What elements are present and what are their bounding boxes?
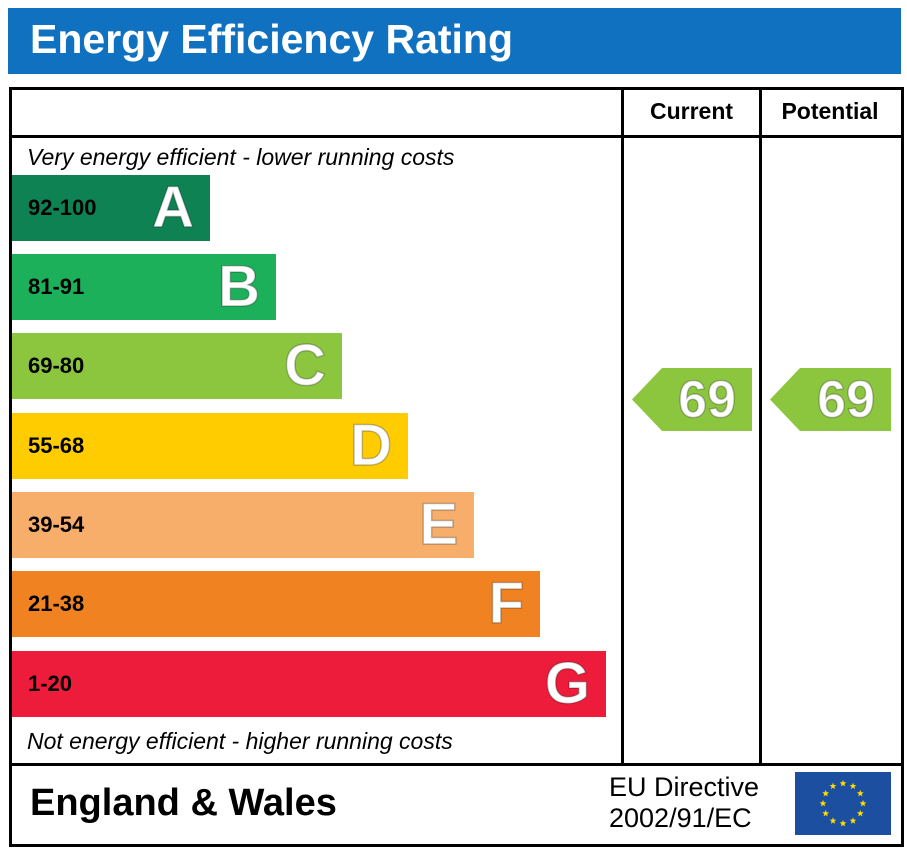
eu-star [849,782,857,790]
eu-star [819,799,827,807]
potential-rating-value: 69 [816,370,875,429]
potential-column-header: Potential [781,98,879,124]
band-letter-b: B [217,254,260,319]
band-range-f: 21-38 [28,591,85,616]
potential-column-divider [759,87,762,766]
band-range-b: 81-91 [28,274,85,299]
current-rating-arrow: 69 [632,368,752,431]
band-letter-g: G [544,651,591,716]
current-column-header: Current [649,98,734,124]
eu-directive: EU Directive 2002/91/EC [609,772,759,834]
band-f: 21-38 F [12,571,540,637]
band-d: 55-68 D [12,413,408,479]
band-range-e: 39-54 [28,512,85,537]
eu-star [856,789,864,797]
eu-flag-icon [795,772,891,835]
region-label: England & Wales [30,782,337,824]
band-range-a: 92-100 [28,195,97,220]
footer-divider [9,763,901,766]
potential-rating-arrow: 69 [770,368,891,431]
band-range-g: 1-20 [28,671,73,696]
eu-star [829,782,837,790]
band-letter-d: D [349,413,392,478]
band-c: 69-80 C [12,333,342,399]
current-rating-value: 69 [677,370,736,429]
eu-star [829,817,837,824]
band-range-d: 55-68 [28,433,85,458]
directive-line-2: 2002/91/EC [609,803,752,833]
top-note: Very energy efficient - lower running co… [27,144,455,170]
eu-star [822,809,830,817]
band-letter-f: F [488,571,525,636]
band-a: 92-100 A [12,175,210,241]
chart-frame [9,87,904,847]
eu-star [849,817,857,824]
chart-title: Energy Efficiency Rating [30,16,514,62]
current-column-divider [621,87,624,766]
band-g: 1-20 G [12,651,606,717]
header-divider [9,135,901,138]
band-b: 81-91 B [12,254,276,320]
eu-star [839,779,847,787]
band-letter-c: C [283,333,326,398]
bottom-note: Not energy efficient - higher running co… [27,728,453,754]
band-letter-e: E [419,492,459,557]
band-e: 39-54 E [12,492,474,558]
eu-star [856,809,864,817]
band-range-c: 69-80 [28,353,85,378]
potential-arrow-shape [770,368,891,431]
current-arrow-shape [632,368,752,431]
eu-star [839,819,847,827]
eu-star [822,789,830,797]
directive-line-1: EU Directive [609,772,760,802]
eu-star [859,799,867,807]
title-bar: Energy Efficiency Rating [8,8,901,74]
band-letter-a: A [151,175,194,240]
